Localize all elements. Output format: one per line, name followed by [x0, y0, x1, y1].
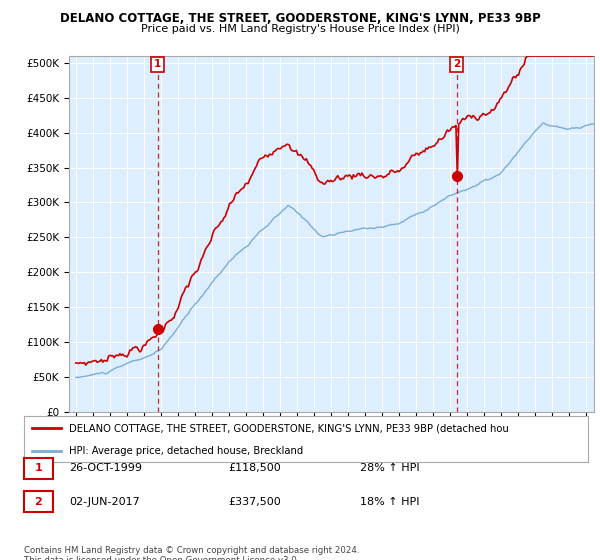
Text: DELANO COTTAGE, THE STREET, GOODERSTONE, KING'S LYNN, PE33 9BP: DELANO COTTAGE, THE STREET, GOODERSTONE,…	[59, 12, 541, 25]
Text: 2: 2	[453, 59, 460, 69]
Text: £337,500: £337,500	[228, 497, 281, 507]
Text: 28% ↑ HPI: 28% ↑ HPI	[360, 463, 419, 473]
Text: 1: 1	[35, 463, 42, 473]
Text: 18% ↑ HPI: 18% ↑ HPI	[360, 497, 419, 507]
Text: Contains HM Land Registry data © Crown copyright and database right 2024.
This d: Contains HM Land Registry data © Crown c…	[24, 546, 359, 560]
Text: 26-OCT-1999: 26-OCT-1999	[69, 463, 142, 473]
Text: 2: 2	[35, 497, 42, 507]
Text: £118,500: £118,500	[228, 463, 281, 473]
Text: 1: 1	[154, 59, 161, 69]
Text: DELANO COTTAGE, THE STREET, GOODERSTONE, KING'S LYNN, PE33 9BP (detached hou: DELANO COTTAGE, THE STREET, GOODERSTONE,…	[69, 423, 509, 433]
Text: 02-JUN-2017: 02-JUN-2017	[69, 497, 140, 507]
Text: HPI: Average price, detached house, Breckland: HPI: Average price, detached house, Brec…	[69, 446, 304, 456]
Text: Price paid vs. HM Land Registry's House Price Index (HPI): Price paid vs. HM Land Registry's House …	[140, 24, 460, 34]
